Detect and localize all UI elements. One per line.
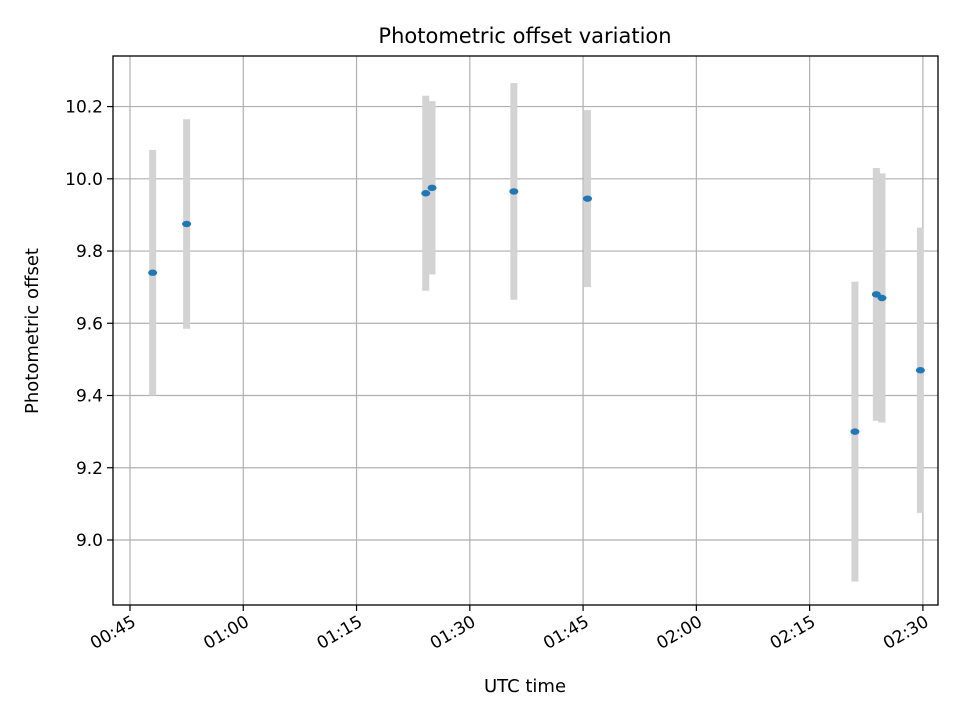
data-point [850, 428, 860, 435]
data-point [421, 190, 431, 197]
data-point [182, 220, 192, 228]
data-point [877, 294, 887, 302]
data-point [148, 269, 158, 276]
x-axis-title: UTC time [484, 676, 566, 697]
grid [113, 56, 938, 605]
data-point [509, 188, 519, 195]
y-tick-label: 9.2 [76, 459, 103, 479]
y-tick-label: 9.0 [76, 531, 103, 551]
y-tick-label: 10.0 [65, 170, 103, 190]
y-tick-label: 9.4 [76, 387, 103, 407]
data-point [427, 184, 437, 192]
plot-frame [112, 55, 939, 606]
y-tick-label: 9.6 [76, 314, 103, 334]
data-points [148, 184, 925, 435]
y-axis-title: Photometric offset [22, 248, 43, 414]
y-tick-label: 9.8 [76, 242, 103, 262]
data-point [582, 195, 592, 202]
y-axis: 9.0 9.2 9.4 9.6 9.8 10.0 10.2 [65, 98, 113, 551]
y-tick-label: 10.2 [65, 98, 103, 118]
data-point [915, 367, 925, 374]
chart-title: Photometric offset variation [378, 24, 671, 48]
